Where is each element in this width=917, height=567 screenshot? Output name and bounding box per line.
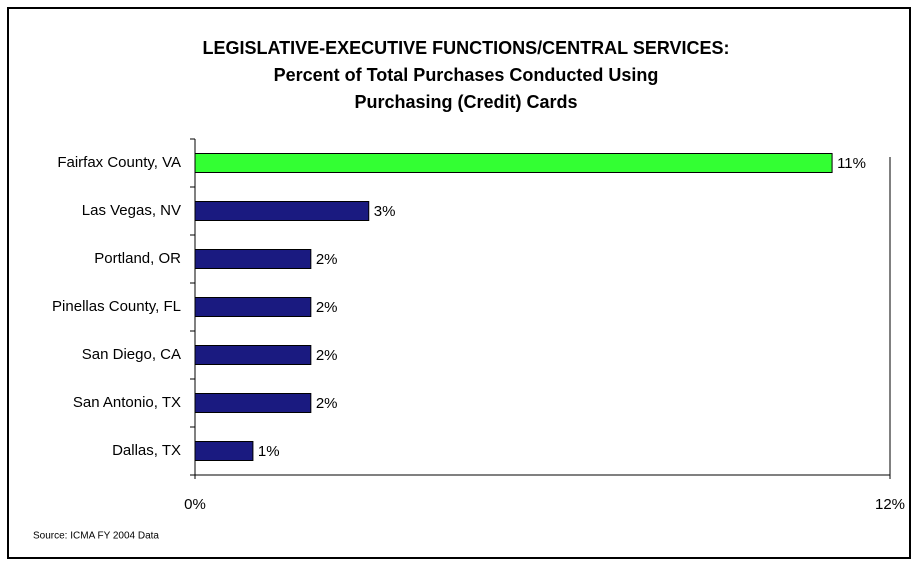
x-tick-label: 12% [875,496,905,513]
bar [194,441,254,461]
bar [194,249,312,269]
chart-title: Purchasing (Credit) Cards [354,92,577,112]
bar [194,201,370,221]
y-tick-label: Pinellas County, FL [52,298,181,315]
chart-title: Percent of Total Purchases Conducted Usi… [274,65,659,85]
data-label: 2% [316,251,338,268]
y-tick-label: San Antonio, TX [73,394,181,411]
data-label: 2% [316,347,338,364]
source-note: Source: ICMA FY 2004 Data [33,531,159,542]
y-tick-label: San Diego, CA [82,346,181,363]
y-tick-label: Fairfax County, VA [57,154,181,171]
data-label: 3% [374,203,396,220]
bar [194,297,312,317]
data-label: 2% [316,299,338,316]
data-label: 11% [837,155,866,172]
chart-title: LEGISLATIVE-EXECUTIVE FUNCTIONS/CENTRAL … [202,38,729,58]
bar [194,393,312,413]
y-tick-label: Dallas, TX [112,442,181,459]
data-label: 2% [316,395,338,412]
y-tick-label: Las Vegas, NV [82,202,181,219]
y-tick-label: Portland, OR [94,250,181,267]
data-label: 1% [258,443,280,460]
frame [7,7,911,559]
x-tick-label: 0% [184,496,206,513]
bar [194,153,833,173]
bar [194,345,312,365]
